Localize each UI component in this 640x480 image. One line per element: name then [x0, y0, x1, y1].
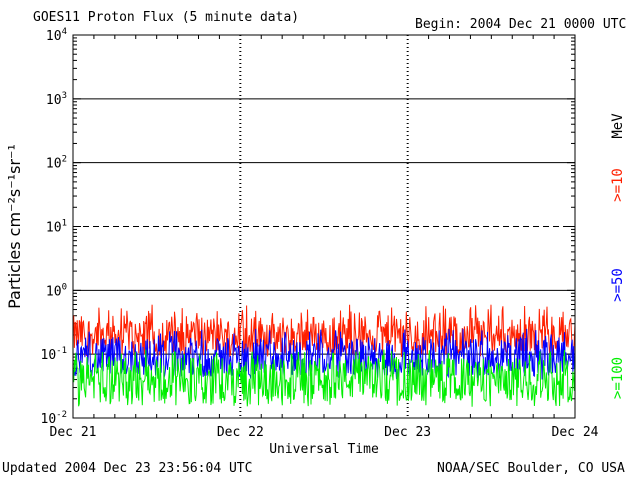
x-tick-label: Dec 22: [217, 425, 264, 440]
legend-unit: MeV: [610, 113, 626, 139]
y-tick-label: 10-2: [41, 410, 68, 427]
credit-label: NOAA/SEC Boulder, CO USA: [437, 461, 625, 476]
y-tick-label: 10-1: [41, 346, 68, 363]
begin-time-label: Begin: 2004 Dec 21 0000 UTC: [415, 17, 627, 32]
plot-frame: [72, 34, 576, 419]
legend-ge10: >=10: [610, 168, 626, 202]
x-tick-label: Dec 23: [384, 425, 431, 440]
x-tick-label: Dec 21: [50, 425, 97, 440]
legend-ge100: >=100: [610, 357, 626, 399]
y-tick-label: 103: [46, 91, 67, 108]
y-tick-label: 102: [46, 155, 67, 172]
updated-timestamp: Updated 2004 Dec 23 23:56:04 UTC: [2, 461, 253, 476]
series-line-ge50: [72, 328, 576, 380]
x-tick-label: Dec 24: [552, 425, 599, 440]
y-tick-label: 101: [46, 219, 67, 236]
y-axis-label: Particles cm⁻²s⁻¹sr⁻¹: [5, 144, 24, 309]
x-axis-label: Universal Time: [269, 442, 379, 457]
y-tick-label: 100: [46, 282, 67, 299]
series-line-ge10: [72, 304, 576, 358]
y-tick-label: 104: [46, 27, 67, 44]
chart-title: GOES11 Proton Flux (5 minute data): [33, 10, 300, 25]
legend-ge50: >=50: [610, 268, 626, 302]
series-line-ge100: [72, 349, 576, 407]
